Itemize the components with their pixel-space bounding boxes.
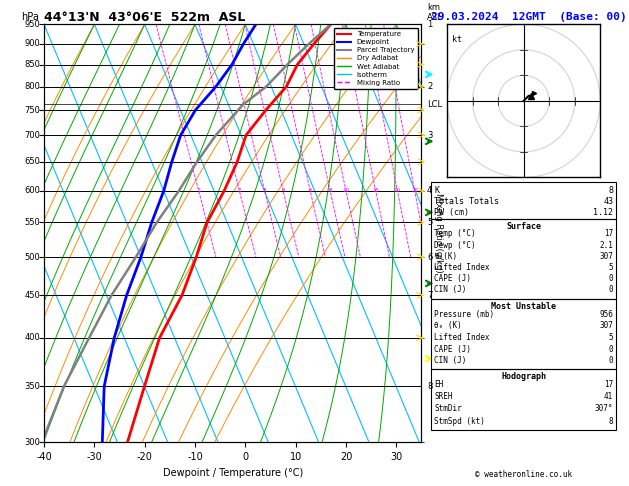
- X-axis label: Dewpoint / Temperature (°C): Dewpoint / Temperature (°C): [163, 468, 303, 478]
- Text: 850: 850: [25, 60, 40, 69]
- Text: 8: 8: [608, 186, 613, 195]
- Text: 2: 2: [238, 189, 241, 193]
- Text: 400: 400: [25, 333, 40, 343]
- Text: Surface: Surface: [506, 222, 541, 231]
- Text: 500: 500: [25, 253, 40, 261]
- Text: 3: 3: [263, 189, 267, 193]
- Text: CIN (J): CIN (J): [434, 285, 466, 295]
- Text: 950: 950: [25, 20, 40, 29]
- Text: 0: 0: [609, 274, 613, 283]
- Text: 8: 8: [427, 382, 433, 391]
- Text: CAPE (J): CAPE (J): [434, 274, 471, 283]
- Text: 0: 0: [609, 285, 613, 295]
- Text: SREH: SREH: [434, 392, 452, 401]
- Text: 5: 5: [427, 218, 432, 227]
- Text: 6: 6: [308, 189, 312, 193]
- Text: Lifted Index: Lifted Index: [434, 333, 489, 342]
- Text: 8: 8: [328, 189, 332, 193]
- Text: 4: 4: [427, 187, 432, 195]
- Text: 25: 25: [411, 189, 418, 193]
- Text: 15: 15: [372, 189, 379, 193]
- Text: EH: EH: [434, 380, 443, 389]
- Text: 550: 550: [25, 218, 40, 227]
- Text: CAPE (J): CAPE (J): [434, 345, 471, 354]
- Text: Temp (°C): Temp (°C): [434, 229, 476, 239]
- Text: 900: 900: [25, 39, 40, 49]
- Text: 6: 6: [427, 253, 433, 261]
- Text: 29.03.2024  12GMT  (Base: 00): 29.03.2024 12GMT (Base: 00): [431, 12, 626, 22]
- Text: 43: 43: [603, 197, 613, 206]
- Text: 44°13'N  43°06'E  522m  ASL: 44°13'N 43°06'E 522m ASL: [44, 11, 245, 24]
- Text: 5: 5: [609, 263, 613, 272]
- Text: 307: 307: [599, 252, 613, 261]
- Text: StmSpd (kt): StmSpd (kt): [434, 417, 485, 426]
- Text: 307: 307: [599, 321, 613, 330]
- Text: 20: 20: [394, 189, 401, 193]
- Text: 0: 0: [609, 345, 613, 354]
- Text: 0: 0: [609, 356, 613, 365]
- Text: 5: 5: [609, 333, 613, 342]
- Text: kt: kt: [452, 35, 462, 44]
- Text: 307°: 307°: [595, 404, 613, 414]
- Text: 41: 41: [604, 392, 613, 401]
- Text: 2.1: 2.1: [599, 241, 613, 250]
- Text: 7: 7: [427, 291, 433, 300]
- Text: 10: 10: [343, 189, 350, 193]
- Text: θₑ(K): θₑ(K): [434, 252, 457, 261]
- Text: 1: 1: [427, 20, 432, 29]
- Text: LCL: LCL: [427, 100, 442, 109]
- Text: PW (cm): PW (cm): [434, 208, 469, 217]
- Text: 956: 956: [599, 310, 613, 319]
- Text: Dewp (°C): Dewp (°C): [434, 241, 476, 250]
- Text: 1.12: 1.12: [593, 208, 613, 217]
- Text: Hodograph: Hodograph: [501, 372, 546, 382]
- Text: 8: 8: [609, 417, 613, 426]
- Text: 3: 3: [427, 131, 433, 139]
- Text: 800: 800: [25, 82, 40, 91]
- Text: StmDir: StmDir: [434, 404, 462, 414]
- Text: 1: 1: [197, 189, 201, 193]
- Text: 700: 700: [25, 131, 40, 139]
- Y-axis label: Mixing Ratio (g/kg): Mixing Ratio (g/kg): [434, 193, 443, 273]
- Text: 600: 600: [25, 187, 40, 195]
- Text: 300: 300: [25, 438, 40, 447]
- Text: 650: 650: [25, 157, 40, 166]
- Text: Lifted Index: Lifted Index: [434, 263, 489, 272]
- Text: 750: 750: [25, 105, 40, 115]
- Text: 450: 450: [25, 291, 40, 300]
- Text: Totals Totals: Totals Totals: [434, 197, 499, 206]
- Text: 350: 350: [25, 382, 40, 391]
- Legend: Temperature, Dewpoint, Parcel Trajectory, Dry Adiabat, Wet Adiabat, Isotherm, Mi: Temperature, Dewpoint, Parcel Trajectory…: [334, 28, 418, 89]
- Text: 17: 17: [604, 229, 613, 239]
- Text: © weatheronline.co.uk: © weatheronline.co.uk: [475, 469, 572, 479]
- Text: km
ASL: km ASL: [427, 3, 443, 22]
- Text: 17: 17: [604, 380, 613, 389]
- Text: Most Unstable: Most Unstable: [491, 302, 556, 311]
- Text: Pressure (mb): Pressure (mb): [434, 310, 494, 319]
- Text: 2: 2: [427, 82, 432, 91]
- Text: hPa: hPa: [21, 12, 39, 22]
- Text: 4: 4: [281, 189, 285, 193]
- Text: CIN (J): CIN (J): [434, 356, 466, 365]
- Text: θₑ (K): θₑ (K): [434, 321, 462, 330]
- Text: K: K: [434, 186, 439, 195]
